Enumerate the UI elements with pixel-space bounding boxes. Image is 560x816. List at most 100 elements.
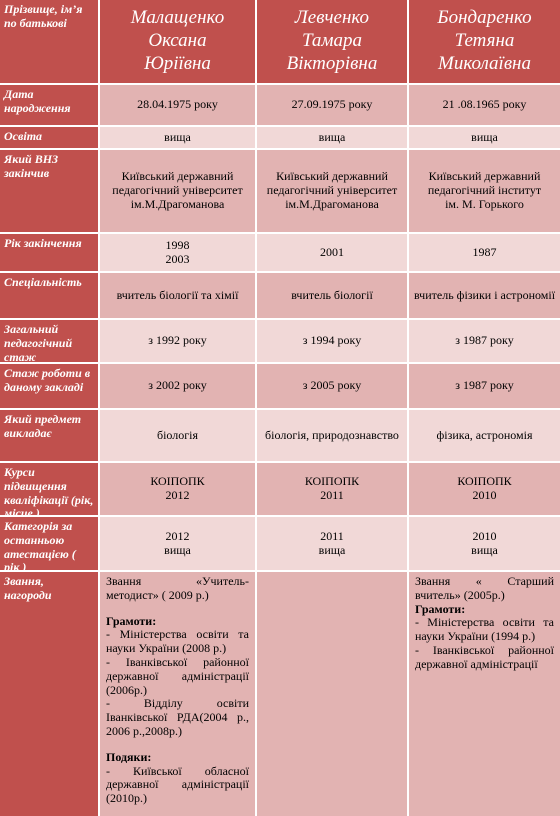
row-label: Категорія за останньою атестацією ( рік …	[0, 517, 98, 574]
text-line: КОІПОПК	[457, 474, 512, 489]
text-line: Бондаренко	[437, 7, 532, 29]
text: Рік закінчення	[4, 236, 82, 250]
text-line: педагогічний університет	[266, 183, 398, 198]
text-line: 2012	[165, 488, 190, 502]
text: Прізвище, ім’я по батькові	[4, 2, 83, 30]
text-line: педагогічний університет	[112, 183, 243, 198]
text: біологія, природознавство	[265, 427, 399, 442]
data-cell: вища	[257, 127, 407, 148]
row-label: Дата народження	[0, 85, 98, 125]
text-line: ім.М.Драгоманова	[285, 196, 379, 211]
text-line: КОІПОПК	[150, 474, 205, 489]
award-heading: Грамоти:	[415, 601, 466, 616]
data-cell: 27.09.1975 року	[257, 85, 407, 125]
award-title: Звання «Учитель-методист» ( 2009 р.)	[106, 574, 249, 602]
award-heading: Подяки:	[106, 749, 152, 764]
row-label: Звання, нагороди	[0, 572, 98, 816]
text: Дата народження	[4, 87, 71, 115]
text-line: ім. М. Горького	[445, 196, 524, 211]
text: з 2005 року	[302, 378, 362, 393]
text: Звання, нагороди	[4, 574, 52, 602]
text: 27.09.1975 року	[291, 97, 373, 112]
award-item: - Міністерства освіти та науки України (…	[106, 627, 249, 656]
text-line: Київський державний	[428, 169, 541, 184]
text-line: педагогічний інститут	[427, 183, 542, 198]
text: Загальний педагогічний стаж	[4, 322, 73, 364]
header-name: Бондаренко Тетяна Миколаївна	[409, 0, 560, 83]
data-cell: з 1987 року	[409, 320, 560, 362]
text: з 1987 року	[455, 333, 514, 348]
data-cell: з 2002 року	[100, 364, 255, 408]
data-cell: вчитель біології та хімії	[100, 273, 255, 318]
text-line: 2011	[320, 528, 344, 543]
text: Стаж роботи в даному закладі	[4, 366, 91, 394]
text-line: Вікторівна	[286, 52, 378, 74]
data-cell: біологія, природознавство	[257, 410, 407, 461]
awards-cell: Звання «Учитель-методист» ( 2009 р.) Грам…	[100, 572, 255, 816]
text-line: вища	[471, 542, 498, 557]
award-title: Звання « Старший вчитель» (2005р.)	[415, 574, 554, 602]
award-item: - Іванківської районної державної адміні…	[106, 654, 249, 697]
data-cell: Київський державний педагогічний універси…	[257, 150, 407, 232]
text: Який ВНЗ закінчив	[4, 152, 59, 180]
text-line: Оксана	[148, 30, 207, 52]
awards-cell	[257, 572, 407, 816]
data-cell: вища	[409, 127, 560, 148]
data-cell: 2001	[257, 234, 407, 271]
data-cell: КОІПОПК 2012	[100, 463, 255, 515]
text: 21 .08.1965 року	[442, 97, 527, 112]
data-cell: Київський державний педагогічний універси…	[100, 150, 255, 232]
row-label: Освіта	[0, 127, 98, 148]
text-line: Миколаївна	[438, 52, 531, 74]
data-cell: вчитель фізики і астрономії	[409, 273, 560, 318]
text: вчитель біології та хімії	[116, 287, 239, 302]
text: Освіта	[4, 129, 43, 143]
text-line: Тетяна	[454, 30, 515, 52]
data-cell: КОІПОПК 2010	[409, 463, 560, 515]
text-line: Тамара	[301, 30, 362, 52]
text: вища	[164, 129, 191, 144]
data-cell: Київський державний педагогічний інститут…	[409, 150, 560, 232]
data-cell: вища	[100, 127, 255, 148]
text-line: ім.М.Драгоманова	[130, 196, 225, 211]
row-label: Який ВНЗ закінчив	[0, 150, 98, 232]
data-cell: 2010 вища	[409, 517, 560, 570]
data-cell: вчитель біології	[257, 273, 407, 318]
data-cell: 2011 вища	[257, 517, 407, 570]
text-line: Юріївна	[144, 52, 211, 74]
data-cell: 21 .08.1965 року	[409, 85, 560, 125]
data-cell: 2012 вища	[100, 517, 255, 570]
text: Курси підвищення кваліфікації (рік, місц…	[4, 465, 94, 521]
data-cell: з 1987 року	[409, 364, 560, 408]
text: з 1992 року	[148, 333, 207, 348]
header-name: Малащенко Оксана Юріївна	[100, 0, 255, 83]
text-line: 1998	[165, 237, 190, 252]
text-line: 2010	[472, 488, 497, 502]
row-label: Стаж роботи в даному закладі	[0, 364, 98, 408]
award-item: - Іванківської районної державної адміні…	[415, 642, 554, 671]
text: вища	[471, 129, 498, 144]
text-line: вища	[318, 542, 346, 557]
text: Категорія за останньою атестацією ( рік …	[4, 519, 76, 575]
award-item: - Київської обласної державної адміністр…	[106, 763, 249, 806]
text: фізика, астрономія	[436, 427, 533, 442]
text-line: Київський державний	[121, 169, 234, 184]
text-line: 2010	[472, 528, 497, 543]
text: з 2002 року	[148, 378, 207, 393]
row-label: Рік закінчення	[0, 234, 98, 271]
text: з 1987 року	[455, 378, 514, 393]
text: вчитель біології	[291, 287, 373, 302]
data-cell: КОІПОПК 2011	[257, 463, 407, 515]
text-line: Малащенко	[130, 7, 225, 29]
header-name: Левченко Тамара Вікторівна	[257, 0, 407, 83]
text-line: 2011	[320, 488, 344, 502]
text-line: 2012	[165, 528, 190, 543]
data-cell: з 2005 року	[257, 364, 407, 408]
text-line: Київський державний	[276, 169, 388, 184]
text-line: 2003	[165, 251, 190, 266]
row-label: Спеціальність	[0, 273, 98, 318]
text: 2001	[320, 244, 344, 259]
text: Який предмет викладає	[4, 412, 82, 440]
data-cell: 28.04.1975 року	[100, 85, 255, 125]
